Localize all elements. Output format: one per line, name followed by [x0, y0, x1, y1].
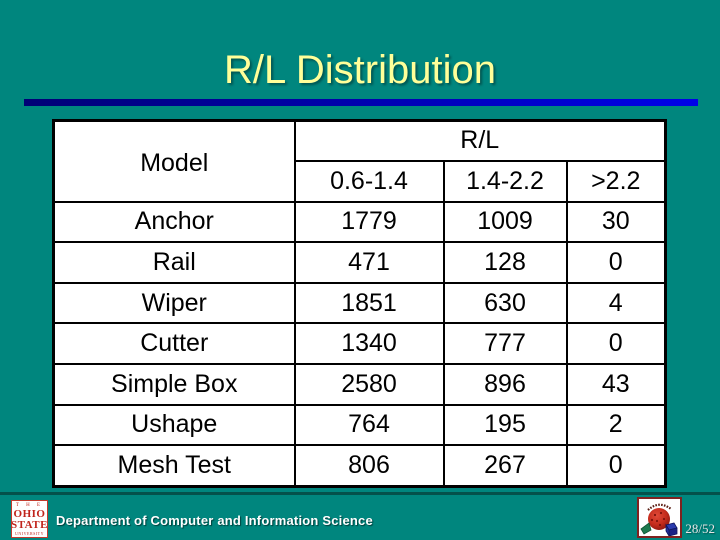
ohio-state-logo: T H E OHIO STATE UNIVERSITY [11, 500, 48, 538]
value-cell: 1340 [293, 322, 445, 365]
footer-divider-rule [0, 492, 720, 495]
model-cell: Wiper [52, 281, 296, 325]
value-cell: 1779 [293, 200, 445, 244]
table-row: Anchor 1779 1009 30 [52, 200, 667, 244]
value-cell: 0 [565, 322, 667, 365]
research-group-logo [637, 497, 682, 538]
page-number: 28/52 [685, 521, 715, 536]
value-cell: 30 [565, 200, 667, 244]
table-row: Ushape 764 195 2 [52, 403, 667, 447]
value-cell: 1009 [442, 200, 568, 244]
subheader-range-3: >2.2 [565, 159, 667, 203]
table-row: Cutter 1340 777 0 [52, 322, 667, 365]
value-cell: 128 [442, 241, 568, 284]
column-header-model: Model [52, 119, 296, 203]
table-subheader-row: 0.6-1.4 1.4-2.2 >2.2 [54, 159, 667, 203]
value-cell: 0 [565, 241, 667, 284]
column-group-header-rl: R/L [293, 119, 667, 162]
value-cell: 2580 [293, 362, 445, 406]
osu-logo-university: UNIVERSITY [15, 530, 44, 536]
research-group-logo-graphic [640, 503, 678, 536]
rl-distribution-table: Model R/L 0.6-1.4 1.4-2.2 >2.2 Anchor 17… [52, 119, 668, 488]
table-row: Simple Box 2580 896 43 [52, 362, 667, 406]
table-row: Rail 471 128 0 [52, 241, 667, 284]
subheader-range-2: 1.4-2.2 [442, 159, 568, 203]
model-cell: Ushape [52, 403, 296, 447]
model-cell: Rail [52, 241, 296, 284]
subheader-range-1: 0.6-1.4 [293, 159, 445, 203]
value-cell: 195 [442, 403, 568, 447]
value-cell: 4 [565, 281, 667, 325]
value-cell: 0 [565, 444, 667, 488]
value-cell: 777 [442, 322, 568, 365]
table-header-row: Model R/L [52, 119, 667, 203]
page-title: R/L Distribution [224, 48, 496, 92]
model-cell: Mesh Test [52, 444, 296, 488]
value-cell: 764 [293, 403, 445, 447]
value-cell: 2 [565, 403, 667, 447]
value-cell: 471 [293, 241, 445, 284]
model-cell: Cutter [52, 322, 296, 365]
value-cell: 806 [293, 444, 445, 488]
model-cell: Anchor [52, 200, 296, 244]
value-cell: 267 [442, 444, 568, 488]
table-row: Mesh Test 806 267 0 [52, 444, 667, 488]
model-cell: Simple Box [52, 362, 296, 406]
footer-department-text: Department of Computer and Information S… [56, 513, 373, 528]
value-cell: 1851 [293, 281, 445, 325]
table-row: Wiper 1851 630 4 [52, 281, 667, 325]
value-cell: 896 [442, 362, 568, 406]
osu-logo-state: STATE [11, 518, 48, 531]
title-underline-rule [24, 99, 698, 106]
value-cell: 43 [565, 362, 667, 406]
osu-logo-the: T H E [15, 502, 44, 508]
value-cell: 630 [442, 281, 568, 325]
osu-logo-ohio: OHIO [13, 507, 46, 520]
